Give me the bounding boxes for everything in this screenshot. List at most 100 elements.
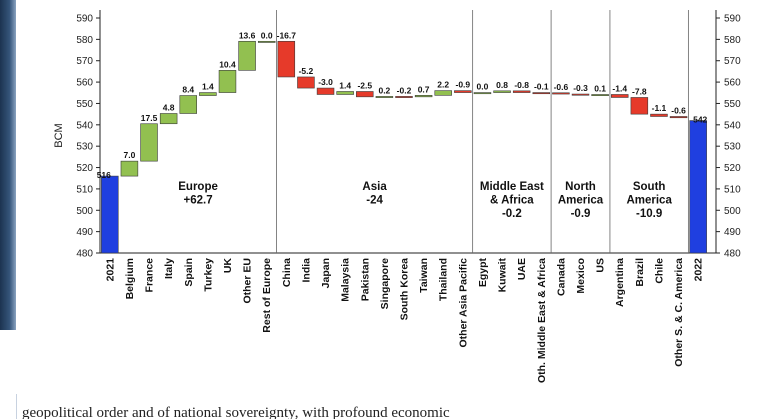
data-label: 13.6 bbox=[239, 30, 256, 40]
y-tick-label-right: 500 bbox=[724, 206, 741, 217]
y-tick-label-right: 550 bbox=[724, 99, 741, 110]
region-label: -24 bbox=[366, 195, 383, 207]
data-label: -5.2 bbox=[299, 66, 314, 76]
data-label: 0.8 bbox=[496, 80, 508, 90]
category-label: Malaysia bbox=[340, 258, 352, 302]
data-label: 0.2 bbox=[378, 85, 390, 95]
data-label: 0.1 bbox=[594, 83, 606, 93]
category-label: China bbox=[281, 258, 293, 287]
y-tick-label-right: 490 bbox=[724, 227, 741, 238]
data-label: -0.6 bbox=[671, 105, 686, 115]
y-tick-label-left: 570 bbox=[76, 56, 93, 67]
left-background-strip bbox=[0, 0, 16, 330]
y-tick-label-left: 530 bbox=[76, 142, 93, 153]
data-label: -7.8 bbox=[632, 86, 647, 96]
y-tick-label-left: 480 bbox=[76, 249, 93, 260]
bar-24 bbox=[571, 93, 590, 96]
data-label: -1.1 bbox=[652, 103, 667, 113]
data-label: 516 bbox=[97, 170, 111, 180]
category-label: Mexico bbox=[575, 258, 587, 294]
region-label: North bbox=[565, 181, 596, 193]
y-tick-label-right: 510 bbox=[724, 184, 741, 195]
region-label: -0.9 bbox=[571, 208, 591, 220]
bar-16 bbox=[414, 95, 433, 98]
data-label: 7.0 bbox=[124, 150, 136, 160]
category-label: 2021 bbox=[104, 258, 116, 282]
category-label: Japan bbox=[320, 258, 332, 288]
data-label: 4.8 bbox=[163, 102, 175, 112]
y-tick-label-left: 510 bbox=[76, 184, 93, 195]
category-label: Taiwan bbox=[418, 258, 430, 293]
y-tick-label-left: 590 bbox=[76, 14, 93, 25]
region-label: +62.7 bbox=[184, 195, 213, 207]
category-label: Canada bbox=[555, 258, 567, 296]
data-label: -3.0 bbox=[318, 77, 333, 87]
category-label: Egypt bbox=[477, 258, 489, 288]
bar-26 bbox=[611, 94, 629, 98]
region-label: Asia bbox=[362, 181, 387, 193]
data-label: -16.7 bbox=[277, 30, 297, 40]
y-tick-label-right: 520 bbox=[724, 163, 741, 174]
data-label: 2.2 bbox=[437, 80, 449, 90]
category-label: Oth. Middle East & Africa bbox=[536, 258, 548, 383]
category-label: Argentina bbox=[614, 258, 626, 307]
bar-21 bbox=[512, 90, 531, 93]
bar-1 bbox=[120, 160, 139, 177]
category-label: Other S. & C. America bbox=[673, 258, 685, 367]
data-label: -0.1 bbox=[534, 82, 549, 92]
category-label: Brazil bbox=[634, 258, 646, 287]
y-tick-label-right: 590 bbox=[724, 14, 741, 25]
bar-10 bbox=[297, 76, 315, 89]
y-tick-label-right: 570 bbox=[724, 56, 741, 67]
y-tick-label-right: 540 bbox=[724, 120, 741, 131]
category-label: Spain bbox=[183, 258, 195, 287]
chart-canvas: 480 480 490 490 500 500 510 510 520 520 530 530 540 5… bbox=[53, 10, 741, 384]
bar-18 bbox=[454, 90, 472, 93]
data-label: 0.0 bbox=[477, 82, 489, 92]
bar-29 bbox=[669, 116, 688, 119]
y-tick-label-left: 580 bbox=[76, 35, 93, 46]
data-label: -0.8 bbox=[514, 80, 529, 90]
data-label: -0.9 bbox=[456, 80, 471, 90]
bar-19 bbox=[473, 92, 492, 95]
data-label: 17.5 bbox=[141, 113, 158, 123]
data-label: 0.0 bbox=[261, 30, 273, 40]
y-tick-label-left: 490 bbox=[76, 227, 93, 238]
bar-11 bbox=[316, 87, 335, 95]
y-tick-label-left: 540 bbox=[76, 120, 93, 131]
bar-15 bbox=[395, 96, 413, 98]
axes: 480 480 490 490 500 500 510 510 520 520 530 530 540 5… bbox=[53, 10, 741, 260]
region-label: & Africa bbox=[490, 195, 534, 207]
y-tick-label-left: 500 bbox=[76, 206, 93, 217]
region-label: America bbox=[626, 195, 672, 207]
category-label: India bbox=[300, 258, 312, 283]
bar-9 bbox=[277, 40, 296, 78]
left-margin bbox=[0, 330, 17, 419]
category-label: Thailand bbox=[438, 258, 450, 301]
category-labels: 2021 Belgium France Italy Spain Turkey UK Other… bbox=[104, 258, 704, 384]
bar-7 bbox=[238, 40, 256, 71]
bar-13 bbox=[356, 91, 374, 98]
y-tick-label-left: 520 bbox=[76, 163, 93, 174]
region-label: America bbox=[558, 195, 604, 207]
bar-12 bbox=[336, 91, 354, 95]
bar-20 bbox=[493, 90, 511, 93]
category-label: Other EU bbox=[242, 258, 254, 304]
bar-2 bbox=[140, 123, 158, 162]
data-label: 0.7 bbox=[418, 84, 430, 94]
region-label: South bbox=[633, 181, 666, 193]
data-label: -0.2 bbox=[397, 85, 412, 95]
y-axis-title: BCM bbox=[53, 123, 65, 147]
y-tick-label-right: 580 bbox=[724, 35, 741, 46]
y-tick-label-right: 530 bbox=[724, 142, 741, 153]
bar-0 bbox=[101, 175, 119, 254]
y-tick-label-left: 550 bbox=[76, 99, 93, 110]
category-label: Kuwait bbox=[497, 258, 509, 293]
bar-23 bbox=[552, 92, 570, 95]
bars bbox=[101, 40, 707, 254]
bar-27 bbox=[630, 97, 649, 115]
category-label: Belgium bbox=[124, 258, 136, 299]
data-label: -1.4 bbox=[612, 83, 627, 93]
